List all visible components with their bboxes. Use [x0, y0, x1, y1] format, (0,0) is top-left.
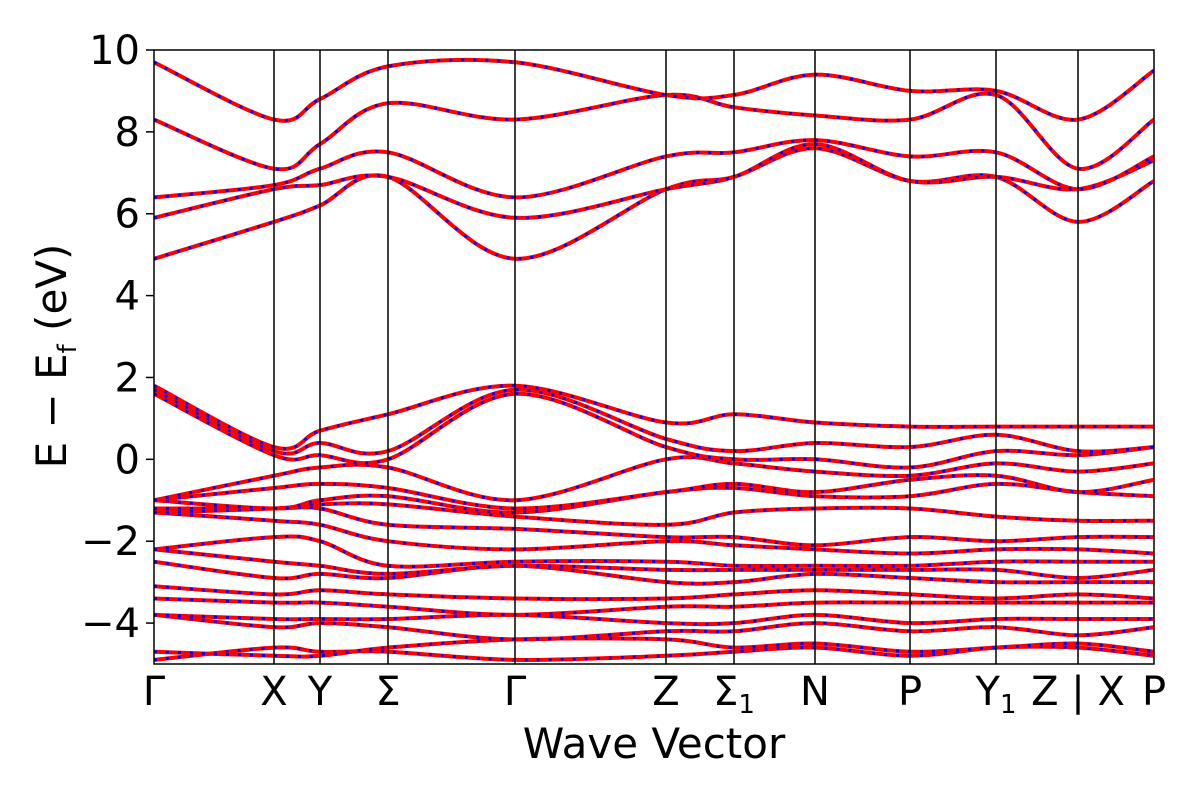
y-axis-ticks: −4 −2 0 2 4 6 8 10 — [81, 28, 154, 647]
x-axis-ticks: Γ X Y Σ Γ Z Σ1 N P Y1 Z | X P — [143, 669, 1166, 720]
x-tick-label: Z — [652, 669, 679, 715]
x-tick-label: P — [1142, 669, 1166, 715]
y-axis-title-main: E − E — [27, 353, 76, 468]
x-tick-label: Γ — [143, 669, 166, 715]
band-line-solid — [154, 391, 1154, 470]
bands-layer — [154, 57, 1154, 662]
band-line-dashed — [154, 473, 1154, 511]
band-line-dashed — [154, 58, 1154, 123]
band-line-solid — [154, 596, 1154, 617]
y-tick-label: 8 — [115, 110, 140, 156]
y-tick-label: 6 — [115, 192, 140, 238]
plot-frame — [153, 49, 1155, 665]
band-line-dashed — [154, 636, 1154, 659]
band-line-dashed — [154, 138, 1154, 199]
band-line-solid — [154, 57, 1154, 123]
y-axis-title-subscript: f — [53, 343, 83, 353]
band-line-dashed — [154, 142, 1154, 220]
band-line-solid — [154, 584, 1154, 602]
x-tick-label: X — [260, 669, 287, 715]
x-tick-label: P — [898, 669, 922, 715]
y-tick-label: 0 — [115, 437, 140, 483]
x-axis-title: Wave Vector — [523, 719, 786, 768]
x-tick-label: Y1 — [975, 669, 1017, 720]
y-tick-label: 10 — [89, 28, 140, 74]
x-tick-label: Γ — [504, 669, 527, 715]
x-tick-label: Σ — [375, 669, 400, 715]
band-line-solid — [154, 138, 1154, 200]
y-tick-label: 4 — [115, 274, 140, 320]
y-tick-label: 2 — [115, 355, 140, 401]
x-tick-label: Y — [307, 669, 333, 715]
band-line-dashed — [154, 92, 1154, 171]
y-axis-title: E − Ef (eV) — [27, 244, 83, 469]
band-line-dashed — [154, 384, 1154, 451]
band-line-solid — [154, 547, 1154, 581]
y-tick-label: −2 — [81, 519, 140, 565]
y-axis-title-unit: (eV) — [27, 244, 76, 345]
x-tick-label: N — [800, 669, 830, 715]
band-line-solid — [154, 146, 1154, 261]
y-tick-label: −4 — [81, 601, 140, 647]
band-line-dashed — [154, 534, 1154, 569]
band-line-solid — [154, 612, 1154, 627]
band-line-dashed — [154, 146, 1154, 261]
kpoint-divider-lines — [273, 50, 1079, 664]
x-tick-label: Z | X — [1031, 669, 1125, 715]
x-tick-label: Σ1 — [713, 669, 755, 720]
